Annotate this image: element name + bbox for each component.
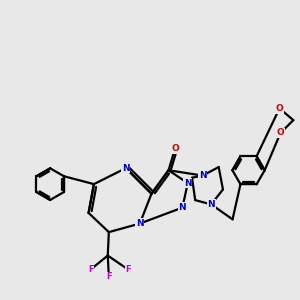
Text: N: N	[199, 171, 206, 180]
Text: F: F	[106, 272, 112, 281]
Text: N: N	[184, 178, 192, 188]
Text: N: N	[178, 203, 186, 212]
Text: O: O	[171, 144, 179, 153]
Text: N: N	[122, 164, 130, 172]
Text: F: F	[125, 265, 131, 274]
Text: O: O	[276, 104, 283, 113]
Text: O: O	[277, 128, 284, 137]
Text: N: N	[207, 200, 215, 209]
Text: N: N	[136, 219, 144, 228]
Text: F: F	[88, 265, 94, 274]
